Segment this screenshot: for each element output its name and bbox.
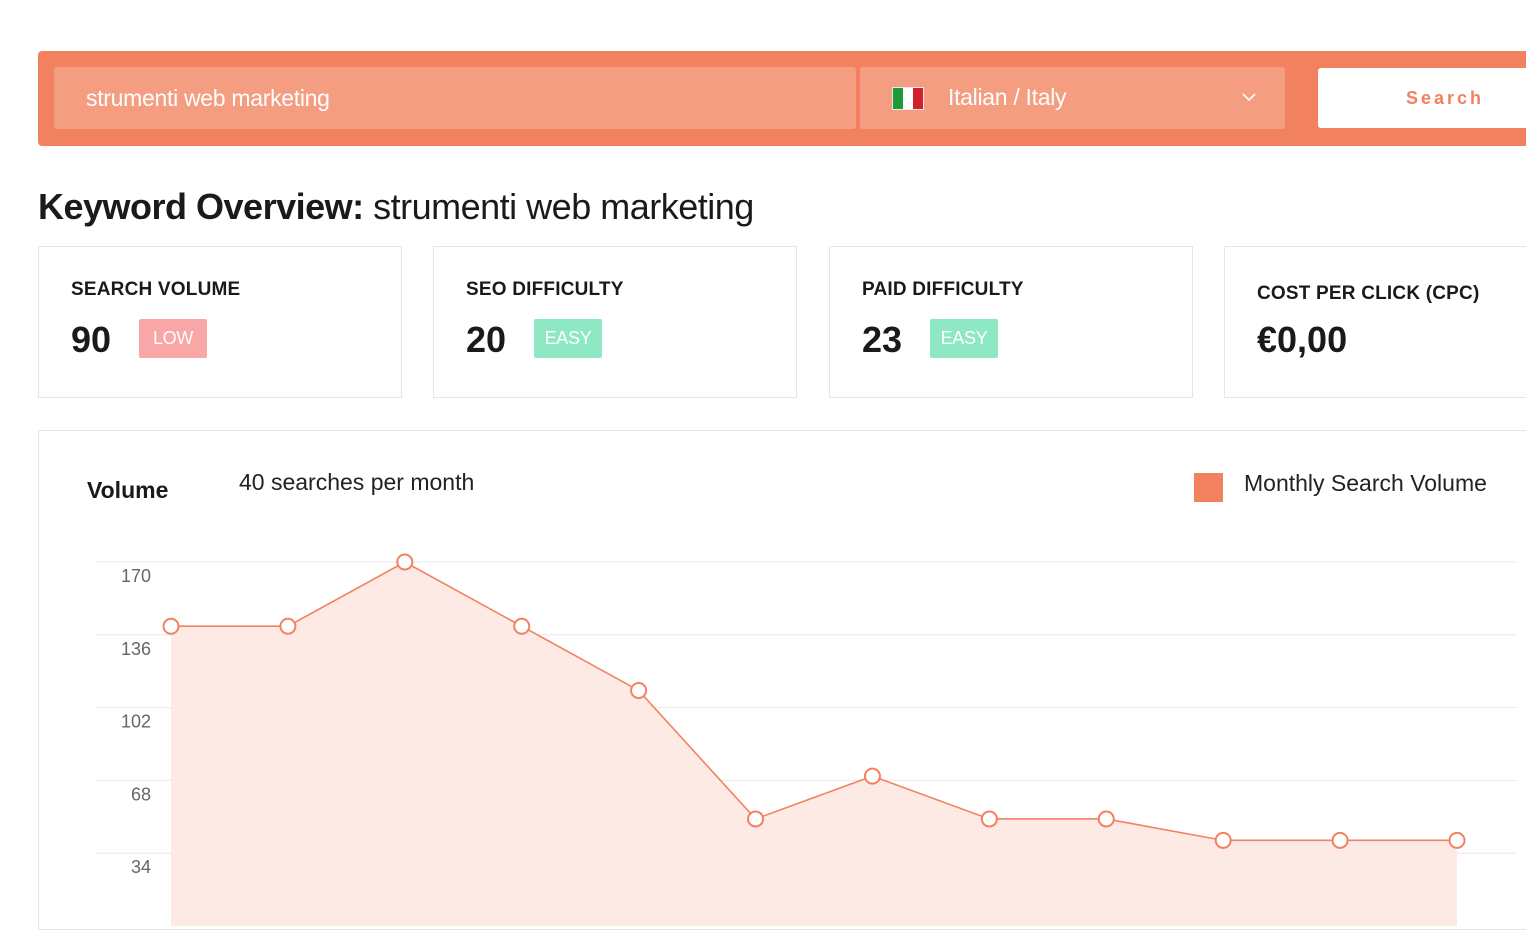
language-label: Italian / Italy <box>948 84 1067 110</box>
chevron-down-icon <box>1242 93 1256 102</box>
page-title-keyword: strumenti web marketing <box>373 186 754 227</box>
data-point <box>396 553 414 571</box>
volume-label: Volume <box>87 477 169 503</box>
card-label: PAID DIFFICULTY <box>862 279 1024 300</box>
data-point <box>863 767 881 785</box>
y-tick-label: 68 <box>131 784 151 804</box>
legend-label: Monthly Search Volume <box>1244 470 1487 496</box>
volume-line-chart: 34 68 102 136 170 <box>95 553 1517 926</box>
card-search-volume: SEARCH VOLUME 90 LOW <box>38 246 402 398</box>
search-button[interactable]: Search <box>1318 68 1526 128</box>
data-point <box>513 617 531 635</box>
data-point <box>1331 831 1349 849</box>
keyword-input[interactable] <box>54 67 856 129</box>
data-point <box>630 681 648 699</box>
page-title: Keyword Overview: strumenti web marketin… <box>38 186 754 228</box>
data-point <box>279 617 297 635</box>
legend-swatch <box>1194 473 1223 502</box>
status-badge: LOW <box>139 319 207 358</box>
card-label: SEARCH VOLUME <box>71 279 241 300</box>
volume-subtitle: 40 searches per month <box>239 469 475 495</box>
card-label: COST PER CLICK (CPC) <box>1257 283 1480 304</box>
language-select[interactable]: Italian / Italy <box>860 67 1285 129</box>
card-label: SEO DIFFICULTY <box>466 279 624 300</box>
card-seo-difficulty: SEO DIFFICULTY 20 EASY <box>433 246 797 398</box>
volume-chart-panel: Volume 40 searches per month Monthly Sea… <box>38 430 1526 930</box>
card-value: €0,00 <box>1257 319 1348 360</box>
data-point <box>162 617 180 635</box>
status-badge: EASY <box>930 319 998 358</box>
card-value: 20 <box>466 319 507 360</box>
status-badge: EASY <box>534 319 602 358</box>
y-tick-label: 34 <box>131 857 151 877</box>
page-title-prefix: Keyword Overview: <box>38 186 364 227</box>
data-point <box>1448 831 1466 849</box>
series-area <box>171 562 1457 926</box>
y-tick-label: 170 <box>121 566 151 586</box>
data-point <box>1097 810 1115 828</box>
italy-flag-icon <box>892 87 924 110</box>
card-value: 23 <box>862 319 903 360</box>
y-tick-label: 102 <box>121 712 151 732</box>
data-point <box>747 810 765 828</box>
data-point <box>980 810 998 828</box>
y-tick-label: 136 <box>121 639 151 659</box>
card-paid-difficulty: PAID DIFFICULTY 23 EASY <box>829 246 1193 398</box>
search-bar: Italian / Italy Search <box>38 51 1526 146</box>
series-line <box>171 561 1457 842</box>
data-point <box>1214 831 1232 849</box>
card-cost-per-click: COST PER CLICK (CPC) €0,00 <box>1224 246 1526 398</box>
card-value: 90 <box>71 319 112 360</box>
